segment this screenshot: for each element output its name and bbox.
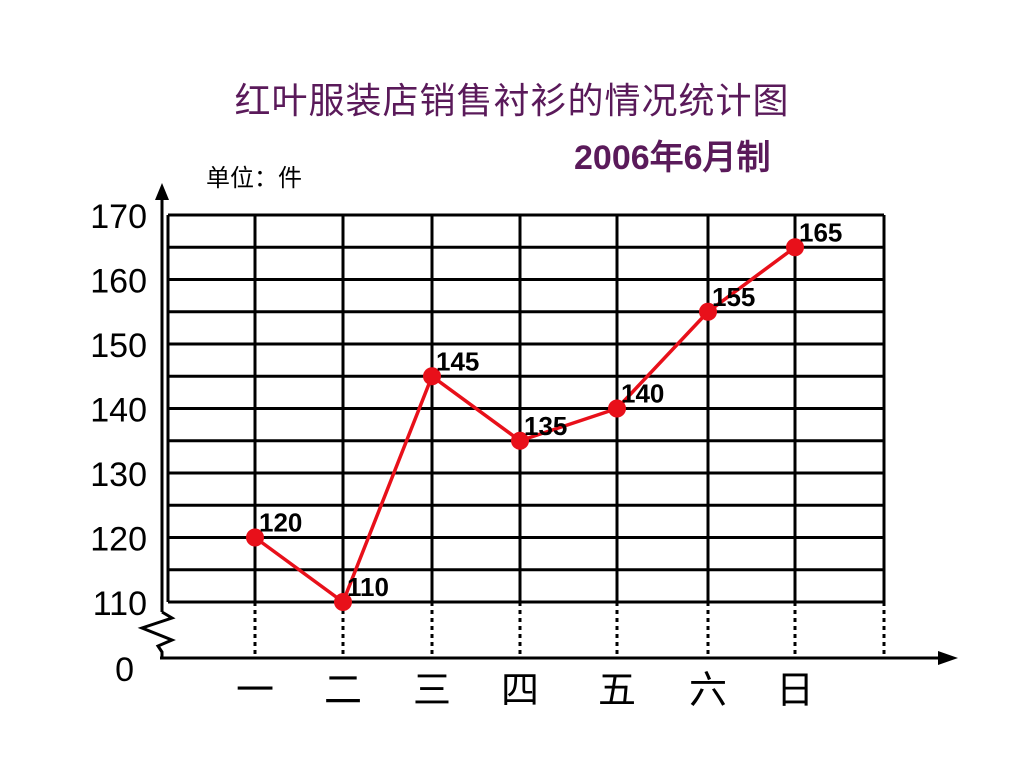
data-label: 120 (259, 508, 302, 538)
chart-labels: 170 160 150 140 130 120 110 0 一 二 三 四 五 六 日 120 110 145 13… (90, 198, 842, 712)
data-label: 155 (712, 282, 755, 312)
chart-title: 红叶服装店销售衬衫的情况统计图 (234, 81, 790, 122)
y-tick-label: 170 (90, 198, 147, 236)
data-label: 110 (347, 572, 389, 602)
x-tick-label: 三 (413, 668, 451, 712)
y-tick-label: 110 (93, 585, 147, 623)
y-axis-arrow (155, 183, 169, 200)
y-axis-break (137, 610, 176, 658)
data-label: 165 (799, 217, 842, 247)
data-label: 135 (524, 411, 567, 441)
x-tick-label: 日 (776, 668, 814, 712)
x-tick-label: 二 (324, 668, 362, 712)
data-point (699, 302, 717, 321)
data-point (246, 528, 264, 547)
y-tick-label: 0 (115, 651, 134, 689)
unit-label: 单位：件 (206, 164, 302, 192)
chart-axes (137, 183, 958, 665)
x-tick-label: 六 (689, 668, 727, 712)
data-label: 145 (436, 346, 479, 376)
y-tick-label: 130 (90, 456, 147, 494)
chart-subtitle: 2006年6月制 (574, 139, 771, 177)
y-tick-label: 140 (90, 392, 147, 430)
x-tick-label: 五 (598, 668, 636, 712)
chart-series (246, 238, 804, 611)
x-axis-arrow (938, 651, 958, 665)
y-tick-label: 160 (90, 263, 147, 301)
y-tick-label: 150 (90, 327, 147, 365)
x-tick-label: 四 (501, 668, 539, 712)
data-point (786, 238, 804, 257)
data-point (423, 367, 441, 386)
data-point (511, 431, 529, 450)
chart-grid (166, 213, 886, 658)
x-tick-label: 一 (236, 668, 274, 712)
y-tick-label: 120 (90, 521, 147, 559)
data-point (608, 399, 626, 418)
data-label: 140 (621, 379, 664, 409)
data-point (334, 593, 352, 611)
